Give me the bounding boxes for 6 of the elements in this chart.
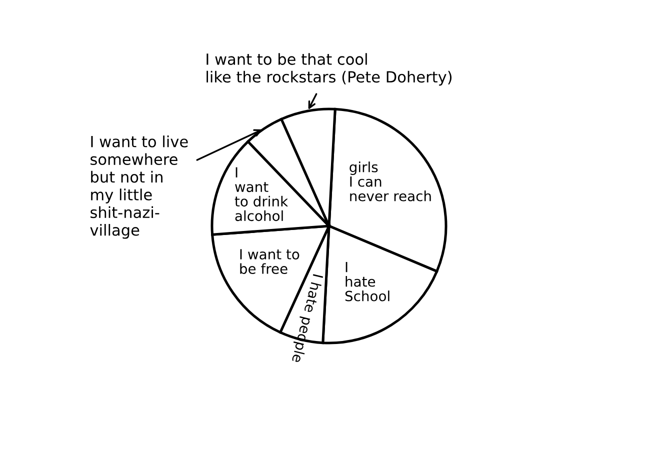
slice-label: I want to be that cool like the rockstars (Pete Doherty) bbox=[206, 53, 452, 86]
slice-label: I want to be free bbox=[240, 249, 300, 274]
slice-label: girls I can never reach bbox=[350, 162, 431, 202]
slice-label: I hate School bbox=[345, 262, 390, 302]
slice-label: I want to live somewhere but not in my little shit-nazi- village bbox=[90, 136, 188, 239]
slice-label: I want to drink alcohol bbox=[234, 167, 288, 222]
